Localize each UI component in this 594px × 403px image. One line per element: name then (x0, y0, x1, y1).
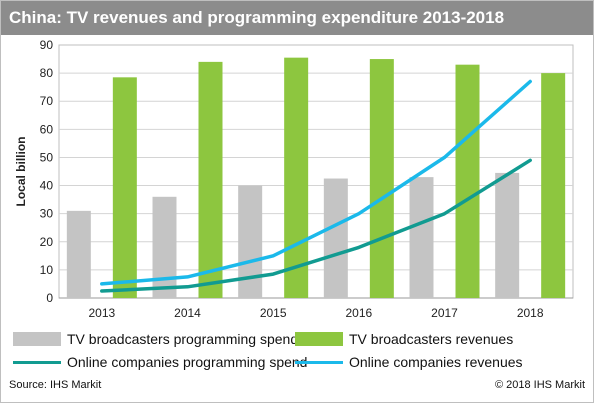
x-tick-label-2017: 2017 (431, 306, 458, 320)
line-online-companies-programming-spend (100, 158, 532, 293)
copyright-note: © 2018 IHS Markit (494, 379, 585, 391)
bar-tv-broadcasters-programming-spend-2018 (495, 172, 520, 298)
y-axis-label: Local billion (14, 136, 28, 206)
bar-tv-broadcasters-revenues-2015 (284, 57, 309, 299)
y-tick-label-90: 90 (40, 38, 54, 52)
y-tick-label-20: 20 (40, 235, 54, 249)
legend-swatch-tv-revenues (295, 332, 343, 346)
legend-item-tv-spend: TV broadcasters programming spend (13, 329, 298, 349)
bar-tv-broadcasters-revenues-2013 (112, 77, 137, 298)
y-tick-label-0: 0 (46, 291, 53, 305)
bar-tv-broadcasters-programming-spend-2017 (409, 177, 434, 298)
chart-title: China: TV revenues and programming expen… (9, 8, 505, 27)
legend-item-online-revenues: Online companies revenues (295, 352, 523, 372)
x-tick-label-2015: 2015 (260, 306, 287, 320)
y-tick-label-10: 10 (40, 263, 54, 277)
bar-tv-broadcasters-revenues-2016 (369, 59, 394, 298)
x-tick-label-2014: 2014 (174, 306, 201, 320)
x-tick-label-2018: 2018 (517, 306, 544, 320)
bar-tv-broadcasters-programming-spend-2016 (323, 178, 348, 298)
legend-swatch-online-revenues (295, 360, 343, 364)
y-tick-label-80: 80 (40, 66, 54, 80)
title-bar: China: TV revenues and programming expen… (1, 1, 593, 35)
bar-tv-broadcasters-revenues-2014 (198, 61, 223, 298)
source-note: Source: IHS Markit (9, 379, 102, 391)
legend-label-tv-spend: TV broadcasters programming spend (67, 331, 299, 347)
x-tick-label-2016: 2016 (345, 306, 372, 320)
y-tick-label-40: 40 (40, 179, 54, 193)
legend-label-tv-revenues: TV broadcasters revenues (349, 331, 514, 347)
y-tick-label-70: 70 (40, 94, 54, 108)
legend-label-online-revenues: Online companies revenues (349, 354, 523, 370)
line-online-companies-revenues (100, 79, 532, 286)
x-tick-label-2013: 2013 (88, 306, 115, 320)
bar-tv-broadcasters-revenues-2018 (541, 73, 566, 298)
bar-tv-broadcasters-programming-spend-2015 (238, 185, 263, 298)
legend-swatch-online-spend (13, 360, 61, 364)
y-tick-label-30: 30 (40, 207, 54, 221)
legend-swatch-tv-spend (13, 332, 61, 346)
bar-tv-broadcasters-programming-spend-2013 (66, 210, 91, 298)
y-tick-label-60: 60 (40, 122, 54, 136)
legend-item-tv-revenues: TV broadcasters revenues (295, 329, 513, 349)
bar-tv-broadcasters-programming-spend-2014 (152, 196, 177, 298)
bar-tv-broadcasters-revenues-2017 (455, 64, 480, 298)
y-tick-label-50: 50 (40, 150, 54, 164)
legend-label-online-spend: Online companies programming spend (67, 354, 308, 370)
legend-item-online-spend: Online companies programming spend (13, 352, 307, 372)
